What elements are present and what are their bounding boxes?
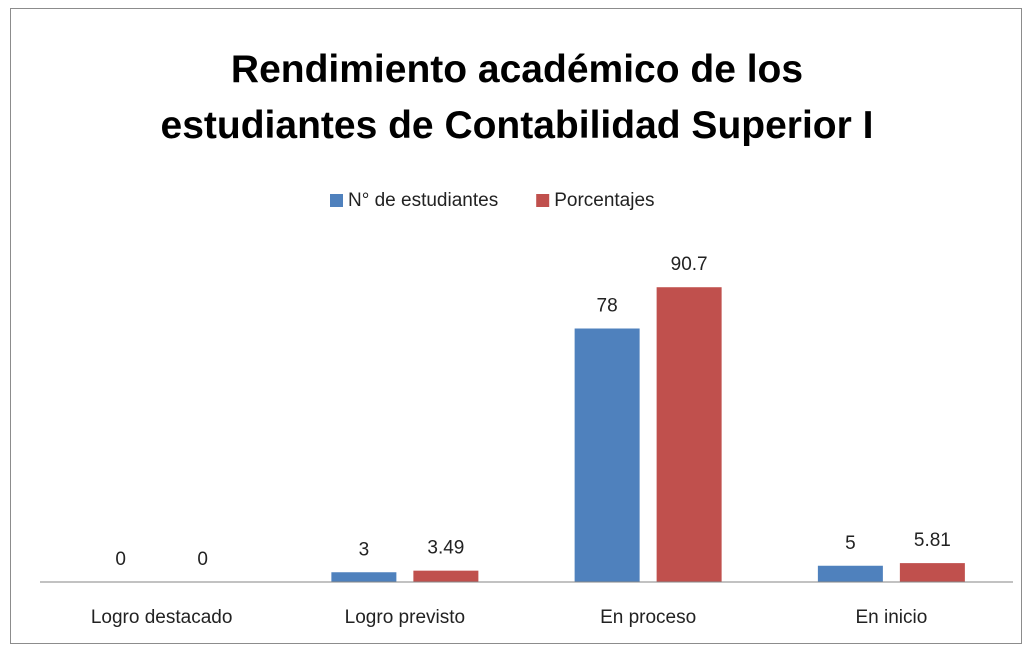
- data-label: 5: [845, 533, 856, 554]
- legend-label: N° de estudiantes: [348, 190, 498, 211]
- data-label: 3: [359, 539, 370, 560]
- data-label: 90.7: [671, 254, 708, 275]
- x-tick-label: Logro destacado: [91, 607, 233, 628]
- legend-label: Porcentajes: [554, 190, 654, 211]
- bar: [656, 287, 722, 582]
- data-label: 0: [197, 549, 208, 570]
- bar: [413, 570, 479, 582]
- data-label: 78: [597, 296, 618, 317]
- bar: [817, 565, 883, 582]
- chart-border: [10, 8, 1022, 644]
- x-tick-label: En inicio: [855, 607, 927, 628]
- bar: [331, 572, 397, 582]
- x-tick-label: En proceso: [600, 607, 696, 628]
- legend-swatch: [536, 194, 550, 207]
- data-label: 0: [115, 549, 126, 570]
- bar: [899, 563, 965, 582]
- x-tick-label: Logro previsto: [345, 607, 465, 628]
- data-label: 5.81: [914, 530, 951, 551]
- data-label: 3.49: [427, 538, 464, 559]
- chart-title: Rendimiento académico de los estudiantes…: [160, 48, 874, 147]
- legend-swatch: [330, 194, 343, 207]
- bar: [574, 328, 640, 582]
